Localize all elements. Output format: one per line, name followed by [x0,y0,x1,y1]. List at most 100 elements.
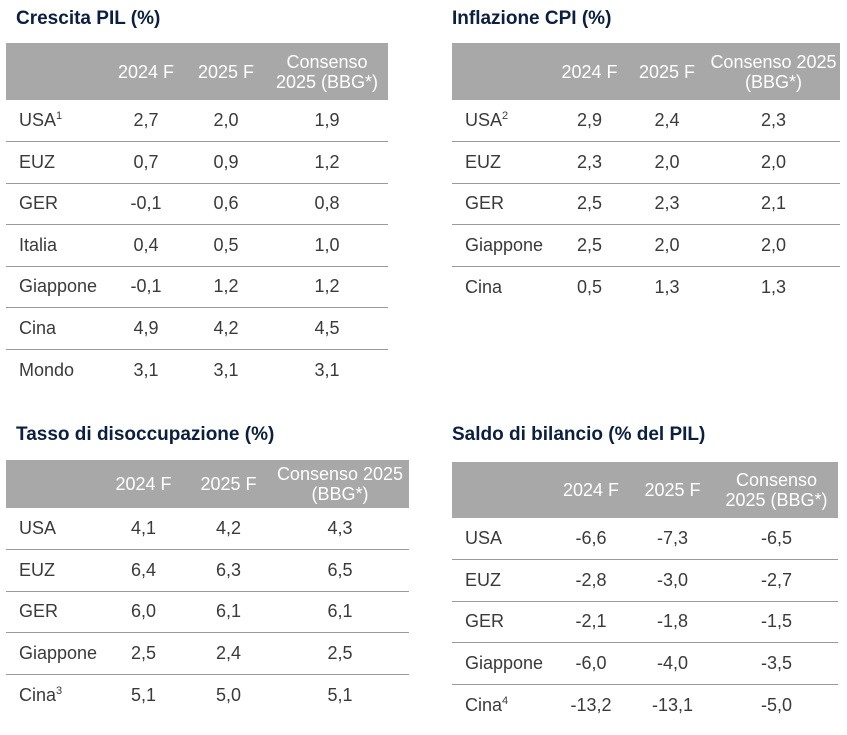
value-consenso: 1,2 [266,141,388,184]
header-cell-2024: 2024 F [552,462,630,518]
row-label-text: EUZ [19,559,55,580]
header-cell-2024: 2024 F [552,43,627,100]
row-label-text: Italia [19,234,58,255]
table-row: GER -0,1 0,6 0,8 [6,183,388,225]
value-consenso: -1,5 [715,601,838,643]
header-cell-2024: 2024 F [106,43,186,100]
value-2024: 2,7 [106,100,186,142]
value-2024: 2,3 [552,141,627,184]
header-cell-label [452,43,552,100]
panel-saldo-bilancio: Saldo di bilancio (% del PIL) 2024 F 202… [452,424,838,730]
table-row: EUZ -2,8 -3,0 -2,7 [452,559,838,602]
row-label-text: Cina [465,694,503,715]
row-label-text: GER [465,193,505,214]
panel-disoccupazione: Tasso di disoccupazione (%) 2024 F 2025 … [6,424,409,724]
row-label: Cina4 [452,684,552,726]
value-2025: -3,0 [630,559,715,602]
header-cell-2025: 2025 F [627,43,707,100]
value-2025: 4,2 [186,307,266,350]
row-label-text: GER [19,601,59,622]
value-consenso: -5,0 [760,694,793,715]
value-consenso: 1,0 [266,224,388,267]
value-consenso: -3,5 [715,642,838,685]
value-2025: 2,0 [627,224,707,267]
table-row: USA 4,1 4,2 4,3 [6,508,409,550]
value-2024: 0,5 [576,276,603,297]
row-label-text: GER [465,611,505,632]
value-2025: 0,9 [186,141,266,184]
table-row: USA -6,6 -7,3 -6,5 [452,518,838,560]
value-consenso: 2,1 [707,183,840,225]
value-consenso: 0,8 [266,183,388,225]
row-label: Giappone [452,642,552,685]
row-label-text: USA [19,518,57,538]
value-consenso: 1,2 [266,266,388,308]
row-label: USA [6,508,101,550]
table-row: Giappone 2,5 2,4 2,5 [6,632,409,675]
row-label: Giappone [452,224,552,267]
value-consenso: 2,0 [707,141,840,184]
row-label: Giappone [6,266,106,308]
row-label: GER [6,183,106,225]
value-2024: 6,4 [101,549,186,592]
panel-crescita-pil: Crescita PIL (%) 2024 F 2025 F Consenso … [6,8,388,388]
panel-inflazione-cpi: Inflazione CPI (%) 2024 F 2025 F Consens… [452,8,840,318]
row-label: EUZ [452,141,552,184]
header-cell-label [452,462,552,518]
value-2024: 2,5 [552,183,627,225]
table-row: Cina 4,9 4,2 4,5 [6,307,388,350]
row-label-text: Cina [465,276,503,297]
row-label-text: Cina [19,317,57,338]
table-header-row: 2024 F 2025 F Consenso 2025 (BBG*) [6,460,409,508]
header-cell-consenso: Consenso 2025 (BBG*) [707,43,840,100]
footnote-marker: 1 [56,110,63,122]
row-label: USA2 [452,100,552,142]
row-label: Italia [6,224,106,267]
value-2024: 2,9 [552,100,627,142]
value-consenso: 2,3 [707,100,840,142]
row-label-text: Mondo [19,359,75,380]
table-row: GER -2,1 -1,8 -1,5 [452,601,838,643]
footnote-marker: 3 [56,684,63,697]
row-label-text: Giappone [465,234,544,255]
value-consenso: 2,0 [707,224,840,267]
value-consenso: 1,9 [266,100,388,142]
value-2025: 6,1 [186,591,271,633]
value-2025: 4,2 [186,508,271,550]
value-2024: 5,1 [130,684,157,705]
table-header-row: 2024 F 2025 F Consenso 2025 (BBG*) [6,43,388,100]
value-2025: 2,0 [627,141,707,184]
value-2024: 2,5 [552,224,627,267]
value-consenso: 4,3 [271,508,409,550]
table-inflazione-cpi: 2024 F 2025 F Consenso 2025 (BBG*) USA2 2… [452,43,840,308]
row-label: Cina3 [6,674,101,716]
value-2025: -4,0 [630,642,715,685]
header-cell-consenso: Consenso 2025 (BBG*) [266,43,388,100]
header-cell-label [6,460,101,508]
table-row: Mondo 3,1 3,1 3,1 [6,349,388,391]
table-row: GER 6,0 6,1 6,1 [6,591,409,633]
row-label: Cina [6,307,106,350]
value-2025: 1,2 [186,266,266,308]
header-cell-label [6,43,106,100]
row-label: Cina [452,266,552,308]
value-2025: 2,4 [186,632,271,675]
value-consenso: 1,3 [760,276,787,297]
value-2025: -13,1 [651,694,694,715]
value-2024: -6,6 [552,518,630,560]
footnote-marker: 2 [502,110,509,122]
table-saldo-bilancio: 2024 F 2025 F Consenso 2025 (BBG*) USA -6… [452,462,838,726]
row-label-text: Giappone [465,652,544,673]
footnote-marker: 4 [502,694,509,707]
value-consenso: 2,5 [271,632,409,675]
table-row: EUZ 0,7 0,9 1,2 [6,141,388,184]
value-2025: 6,3 [186,549,271,592]
row-label-text: USA [19,110,57,130]
value-2025: 2,0 [186,100,266,142]
row-label: USA1 [6,100,106,142]
value-2025: 5,0 [215,684,242,705]
row-label-text: GER [19,193,59,214]
value-2024: 0,4 [106,224,186,267]
value-consenso: -6,5 [715,518,838,560]
table-row: Cina3 5,1 5,0 5,1 [6,674,409,716]
